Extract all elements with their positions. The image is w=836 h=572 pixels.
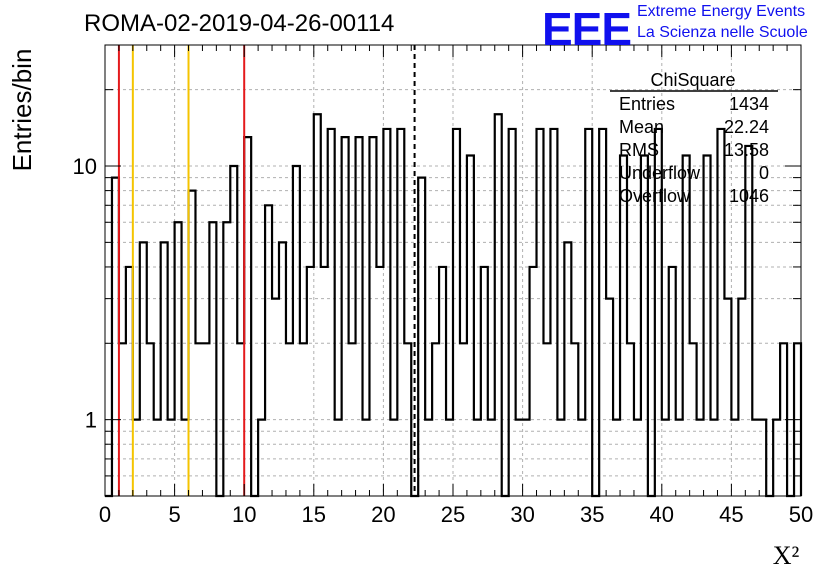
stats-label: Underflow: [619, 163, 701, 183]
x-tick-label: 25: [441, 502, 465, 527]
stats-label: Overflow: [619, 186, 691, 206]
y-tick-label: 1: [85, 408, 97, 433]
histogram-bar: [376, 267, 383, 496]
histogram-bar: [321, 267, 328, 496]
x-tick-label: 40: [650, 502, 674, 527]
x-tick-label: 10: [232, 502, 256, 527]
stats-value: 1046: [729, 186, 769, 206]
logo-line-1: Extreme Energy Events: [637, 3, 806, 20]
stats-value: 0: [759, 163, 769, 183]
x-tick-label: 5: [168, 502, 180, 527]
logo-line-2: La Scienza nelle Scuole: [637, 24, 808, 41]
x-tick-label: 45: [719, 502, 743, 527]
stats-value: 13.58: [724, 140, 769, 160]
stats-title: ChiSquare: [650, 70, 735, 90]
x-tick-label: 30: [510, 502, 534, 527]
y-tick-label: 10: [73, 154, 97, 179]
eee-logo: EEE: [542, 3, 632, 55]
stats-label: Entries: [619, 94, 675, 114]
x-tick-label: 0: [99, 502, 111, 527]
stats-label: RMS: [619, 140, 659, 160]
stats-value: 1434: [729, 94, 769, 114]
stats-label: Mean: [619, 117, 664, 137]
stats-value: 22.24: [724, 117, 769, 137]
x-tick-label: 50: [789, 502, 813, 527]
histogram-series-line: [105, 113, 803, 498]
x-axis-label: X²: [773, 541, 800, 570]
run-title: ROMA-02-2019-04-26-00114: [84, 10, 395, 37]
x-tick-label: 35: [580, 502, 604, 527]
x-tick-label: 20: [371, 502, 395, 527]
y-axis-label: Entries/bin: [7, 49, 37, 172]
histogram-bar: [272, 299, 279, 496]
x-tick-label: 15: [302, 502, 326, 527]
